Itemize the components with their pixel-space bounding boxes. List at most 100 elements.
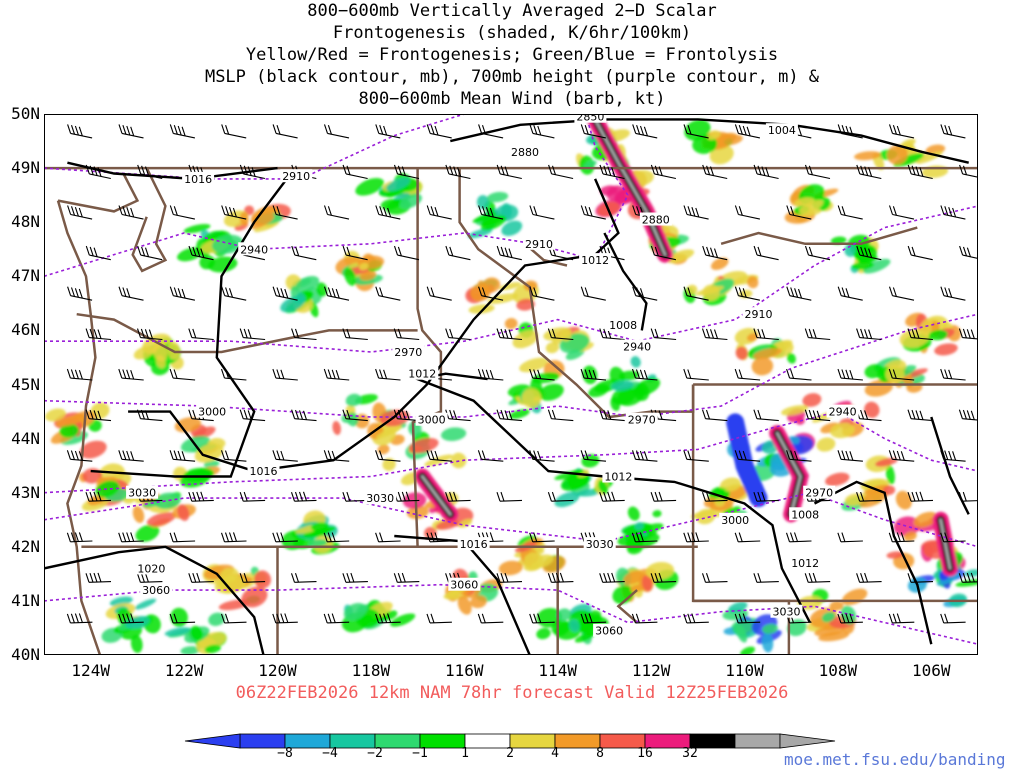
shading-cell xyxy=(498,560,523,576)
contour-label: 2940 xyxy=(623,341,651,354)
border-line xyxy=(131,167,168,273)
wind-barb xyxy=(529,368,555,381)
wind-barb xyxy=(85,164,111,180)
lat-label: 50N xyxy=(11,104,40,123)
strong-band-max xyxy=(593,117,667,257)
wind-barb xyxy=(393,328,420,341)
wind-barb xyxy=(856,491,882,502)
shading-cell xyxy=(386,177,411,192)
wind-barb xyxy=(734,450,761,462)
shading-cell xyxy=(746,333,759,342)
shading-cell xyxy=(183,223,211,234)
wind-barb xyxy=(785,532,812,543)
wind-barb xyxy=(136,328,163,341)
wind-barb xyxy=(426,450,452,462)
wind-barb xyxy=(323,613,350,624)
wind-barb xyxy=(220,532,247,543)
shading-cell xyxy=(538,383,564,401)
shading-cell xyxy=(343,603,367,621)
contour-label-bg xyxy=(602,469,635,483)
contour-label: 1012 xyxy=(408,368,436,381)
contour-label: 3060 xyxy=(595,625,623,638)
frontogenesis-map: 1016 1004 1012 1008 1012 1016 1012 1016 1020 1008… xyxy=(44,114,978,655)
wind-barb xyxy=(529,286,555,301)
shading-cell xyxy=(332,420,341,436)
shading-cell xyxy=(345,393,362,407)
contour-label-bg xyxy=(789,507,822,521)
wind-barb xyxy=(239,409,266,422)
border-line xyxy=(76,312,418,354)
wind-barb xyxy=(118,124,144,139)
contour-label: 3060 xyxy=(142,584,170,597)
lon-label: 114W xyxy=(538,661,577,680)
credit-link[interactable]: moe.met.fsu.edu/banding xyxy=(784,750,1006,769)
shading-cell xyxy=(728,601,748,613)
shading-cell xyxy=(211,234,244,254)
wind-barb xyxy=(445,245,471,261)
wind-barb xyxy=(221,286,247,301)
wind-barb xyxy=(239,164,266,180)
wind-barb xyxy=(342,409,368,422)
wind-barb xyxy=(426,286,452,301)
contour-label-bg xyxy=(583,537,616,551)
contour-label-bg xyxy=(182,171,215,185)
wind-barb xyxy=(734,532,761,543)
wind-barb xyxy=(188,328,214,341)
contour-label-bg xyxy=(770,604,803,618)
wind-barb xyxy=(786,286,812,301)
colorbar-label: 8 xyxy=(596,746,604,761)
wind-barb xyxy=(85,572,112,583)
wind-barb xyxy=(683,613,709,624)
shading-cell xyxy=(581,454,600,468)
height-contour xyxy=(44,114,629,278)
wind-barb xyxy=(959,245,978,259)
lon-label: 120W xyxy=(258,661,297,680)
shading-cell xyxy=(354,394,378,405)
wind-barb xyxy=(272,124,298,139)
wind-barb xyxy=(375,613,401,624)
wind-barb xyxy=(393,164,420,180)
wind-barb xyxy=(599,328,625,341)
wind-barb xyxy=(734,205,761,220)
wind-barb xyxy=(856,328,882,341)
contour-label-bg xyxy=(574,114,607,123)
wind-barb xyxy=(529,613,555,624)
contour-label-bg xyxy=(621,339,654,353)
colorbar-label: 1 xyxy=(461,746,469,761)
shading-cell xyxy=(630,356,641,368)
wind-barb xyxy=(753,491,779,502)
shading-cell xyxy=(710,257,729,271)
contour-label-bg xyxy=(509,144,541,158)
shading-cell xyxy=(132,506,145,523)
wind-barb xyxy=(496,328,523,341)
contour-label-bg xyxy=(625,412,658,426)
shading-cell xyxy=(79,440,107,459)
height-contours xyxy=(44,114,978,645)
wind-barb xyxy=(753,245,779,261)
wind-barb xyxy=(547,328,574,341)
contour-label: 3000 xyxy=(418,414,446,427)
shading-cell xyxy=(521,388,542,409)
wind-barb xyxy=(632,286,658,301)
strong-band-max xyxy=(420,475,452,516)
shading-cell xyxy=(183,467,215,482)
wind-barb xyxy=(529,450,555,462)
wind-barb xyxy=(342,164,368,180)
shading-cell xyxy=(841,588,868,606)
shading-cell xyxy=(903,531,917,542)
shading-cell xyxy=(354,413,370,429)
shading-cell xyxy=(634,522,644,531)
shading-cell xyxy=(204,644,221,654)
wind-barb xyxy=(118,450,144,462)
shading-cell xyxy=(316,282,328,297)
shading-cell xyxy=(487,293,519,304)
shading-cell xyxy=(598,479,608,495)
wind-barb xyxy=(375,286,401,301)
wind-barb xyxy=(837,368,863,381)
contour-labels: 1016 1004 1012 1008 1012 1016 1012 1016 1020 1008… xyxy=(126,114,859,638)
wind-barb xyxy=(290,491,317,502)
wind-barb xyxy=(323,205,350,220)
wind-barb xyxy=(804,164,831,180)
colorbar-label: −8 xyxy=(277,746,293,761)
shading-cell xyxy=(709,144,734,165)
